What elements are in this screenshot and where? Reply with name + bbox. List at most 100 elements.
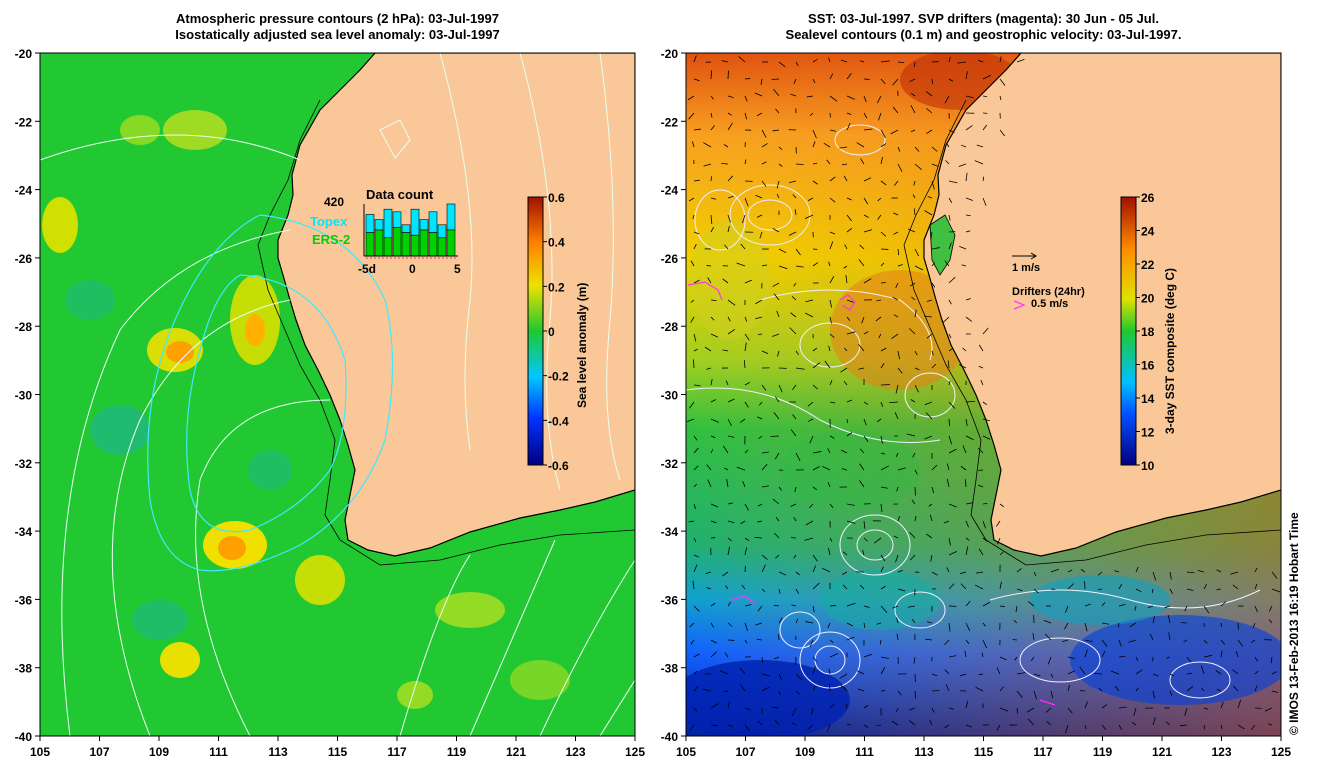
right-lon-tick-8: 121 xyxy=(1152,745,1172,759)
inset-topex-bar xyxy=(392,211,402,228)
drifter-tracks xyxy=(687,281,1056,706)
left-title-line1: Atmospheric pressure contours (2 hPa): 0… xyxy=(176,11,499,26)
sst-colorbar-tick-7: 12 xyxy=(1141,426,1155,440)
right-land xyxy=(923,53,1281,557)
sst-colorbar-label: 3-day SST composite (deg C) xyxy=(1163,268,1177,434)
credit-label: © IMOS 13-Feb-2013 16:19 Hobart Time xyxy=(1287,512,1301,735)
inset-ers2-bar xyxy=(401,232,411,257)
inset-ers2-bar xyxy=(365,232,375,257)
inset-topex-bar xyxy=(446,203,456,231)
inset-ers2-bar xyxy=(383,237,393,257)
inset-topex-bar xyxy=(374,219,384,231)
sst-colorbar-tick-4: 18 xyxy=(1141,325,1155,339)
drifters-scale-label: 0.5 m/s xyxy=(1031,298,1068,310)
topex-track-contours xyxy=(147,214,394,572)
right-lon-tick-9: 123 xyxy=(1211,745,1231,759)
right-lat-tick-1: -22 xyxy=(661,115,679,129)
shark-bay-water xyxy=(929,214,956,276)
inset-ers2-bar xyxy=(446,229,456,257)
sst-colorbar: 26 24 22 20 18 16 14 12 10 3-day SST composite (… xyxy=(1120,191,1177,473)
inset-ers2-bar xyxy=(437,237,447,257)
inset-topex-bar xyxy=(365,214,375,233)
inset-title: Data count xyxy=(366,187,434,202)
inset-ers2-bar xyxy=(392,227,402,257)
sla-colorbar-tick-1: 0.4 xyxy=(548,236,565,250)
inset-topex-bar xyxy=(428,211,438,233)
inset-topex-bar xyxy=(419,219,429,231)
left-lat-tick-5: -30 xyxy=(15,389,33,403)
left-lon-tick-2: 109 xyxy=(149,745,169,759)
left-lat-tick-3: -26 xyxy=(15,252,33,266)
inset-topex-bar xyxy=(383,208,393,239)
sla-colorbar-tick-5: -0.4 xyxy=(548,414,569,428)
sla-colorbar-tick-0: 0.6 xyxy=(548,191,565,205)
sst-colorbar-tick-6: 14 xyxy=(1141,392,1155,406)
data-count-inset: Data count 420 Topex ERS-2 -5d 0 5 xyxy=(310,187,461,276)
right-lon-tick-3: 111 xyxy=(855,745,874,759)
credit-text: © IMOS 13-Feb-2013 16:19 Hobart Time xyxy=(1287,512,1301,745)
left-lat-tick-4: -28 xyxy=(15,320,33,334)
left-map xyxy=(40,53,635,736)
left-lon-tick-0: 105 xyxy=(30,745,50,759)
sla-colorbar-tick-6: -0.6 xyxy=(548,459,569,473)
inset-topex-bar xyxy=(410,208,420,236)
right-lat-tick-4: -28 xyxy=(661,320,679,334)
right-lat-tick-7: -34 xyxy=(661,525,679,539)
geostrophic-velocity-arrows xyxy=(686,55,1281,734)
sla-anomaly-blobs xyxy=(42,110,570,709)
inset-xtick-1: 0 xyxy=(409,262,416,276)
left-lat-tick-6: -32 xyxy=(15,457,33,471)
sst-colorbar-tick-3: 20 xyxy=(1141,292,1155,306)
sst-colorbar-tick-1: 24 xyxy=(1141,225,1155,239)
left-panel-title: Atmospheric pressure contours (2 hPa): 0… xyxy=(40,11,635,43)
inset-ers2-label: ERS-2 xyxy=(312,232,350,247)
left-lon-tick-7: 119 xyxy=(447,745,467,759)
right-lat-tick-9: -38 xyxy=(661,662,679,676)
sla-colorbar: 0.6 0.4 0.2 0 -0.2 -0.4 -0.6 Sea level anomaly… xyxy=(527,191,589,473)
right-lon-tick-7: 119 xyxy=(1093,745,1113,759)
left-title-line2: Isostatically adjusted sea level anomaly… xyxy=(175,27,500,42)
right-lat-tick-2: -24 xyxy=(661,184,679,198)
right-lon-tick-10: 125 xyxy=(1271,745,1291,759)
right-title-line2: Sealevel contours (0.1 m) and geostrophi… xyxy=(785,27,1182,42)
left-lat-tick-8: -36 xyxy=(15,593,33,607)
left-shelf-contour xyxy=(257,99,635,566)
inset-topex-bar xyxy=(401,224,411,233)
right-lon-tick-6: 117 xyxy=(1033,745,1053,759)
inset-max-label: 420 xyxy=(324,195,344,209)
sla-colorbar-ticks: 0.6 0.4 0.2 0 -0.2 -0.4 -0.6 xyxy=(543,191,569,473)
inset-topex-label: Topex xyxy=(310,214,348,229)
inset-ers2-bar xyxy=(419,229,429,257)
inset-ers2-bar xyxy=(410,234,420,257)
right-lon-tick-1: 107 xyxy=(735,745,755,759)
drifters-label: Drifters (24hr) xyxy=(1012,286,1085,298)
right-axes: 105 107 109 111 113 115 117 119 121 123 125 -20 -22 -… xyxy=(661,47,1292,759)
left-axes: 105 107 109 111 113 115 117 119 121 123 125 -20 -22 -… xyxy=(15,47,646,759)
left-lon-tick-5: 115 xyxy=(328,745,348,759)
sst-features xyxy=(686,53,1281,736)
inset-ers2-bar xyxy=(374,229,384,257)
sla-colorbar-tick-3: 0 xyxy=(548,325,555,339)
velocity-scale-label: 1 m/s xyxy=(1012,262,1040,274)
left-lat-tick-1: -22 xyxy=(15,115,33,129)
left-lat-tick-10: -40 xyxy=(15,730,33,744)
right-title-line1: SST: 03-Jul-1997. SVP drifters (magenta)… xyxy=(808,11,1159,26)
right-map xyxy=(686,53,1281,736)
inset-ers2-bar xyxy=(428,232,438,257)
left-lon-tick-8: 121 xyxy=(506,745,526,759)
right-lat-tick-3: -26 xyxy=(661,252,679,266)
left-lat-tick-0: -20 xyxy=(15,47,33,61)
sla-colorbar-tick-2: 0.2 xyxy=(548,280,565,294)
right-lon-tick-4: 113 xyxy=(914,745,934,759)
sst-colorbar-tick-8: 10 xyxy=(1141,459,1155,473)
sst-colorbar-tick-0: 26 xyxy=(1141,191,1155,205)
inset-bars xyxy=(365,203,456,257)
left-lon-tick-1: 107 xyxy=(89,745,109,759)
inset-xtick-0: -5d xyxy=(358,262,376,276)
right-lat-tick-6: -32 xyxy=(661,457,679,471)
right-lon-tick-0: 105 xyxy=(676,745,696,759)
sst-colorbar-tick-5: 16 xyxy=(1141,359,1155,373)
right-lat-tick-5: -30 xyxy=(661,389,679,403)
left-lon-tick-9: 123 xyxy=(565,745,585,759)
